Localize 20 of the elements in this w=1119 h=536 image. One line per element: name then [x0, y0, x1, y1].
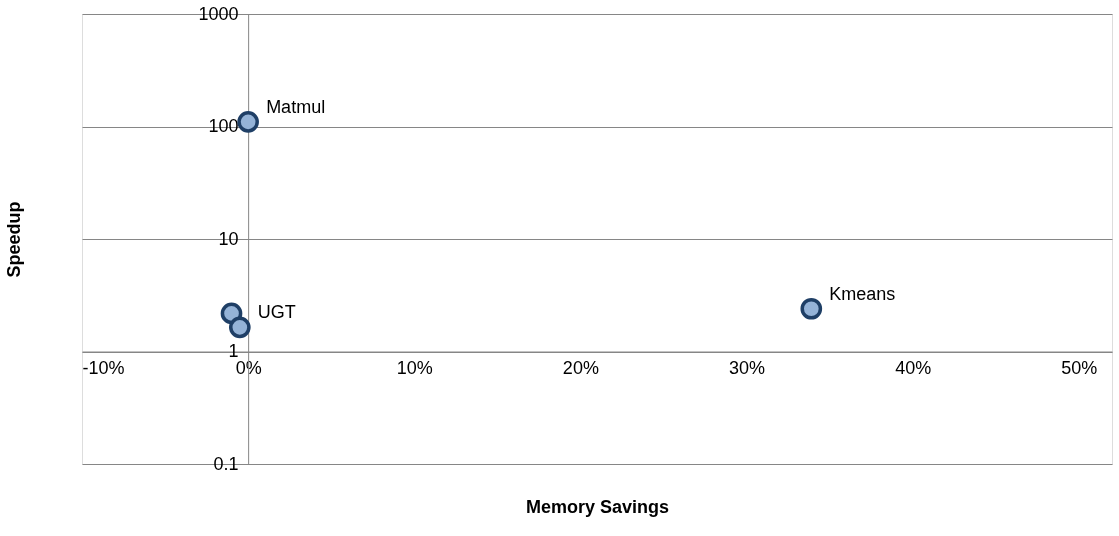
x-axis-title: Memory Savings	[525, 496, 670, 517]
annotation: UGT	[257, 302, 296, 323]
point	[800, 297, 823, 320]
x-tick-label: 30%	[729, 358, 766, 378]
y-tick-label: 1000	[198, 3, 239, 24]
x-tick-label: 10%	[396, 358, 433, 378]
y-axis-title: Speedup	[4, 201, 25, 278]
y-tick-label: 10	[218, 228, 239, 249]
y-tick-label: 100	[208, 116, 239, 136]
annotation: Matmul	[266, 96, 326, 117]
x-tick-label: 50%	[1061, 358, 1098, 378]
x-tick-label: 20%	[562, 358, 599, 378]
x-tick-label: 0%	[235, 358, 262, 378]
x-tick-label: 40%	[895, 358, 932, 378]
annotation: Kmeans	[829, 283, 896, 304]
y-tick-label: 1	[228, 341, 239, 361]
x-tick-label: -10%	[82, 358, 125, 378]
point	[228, 316, 251, 339]
point	[237, 111, 259, 133]
y-tick-label: 0.1	[213, 453, 239, 474]
